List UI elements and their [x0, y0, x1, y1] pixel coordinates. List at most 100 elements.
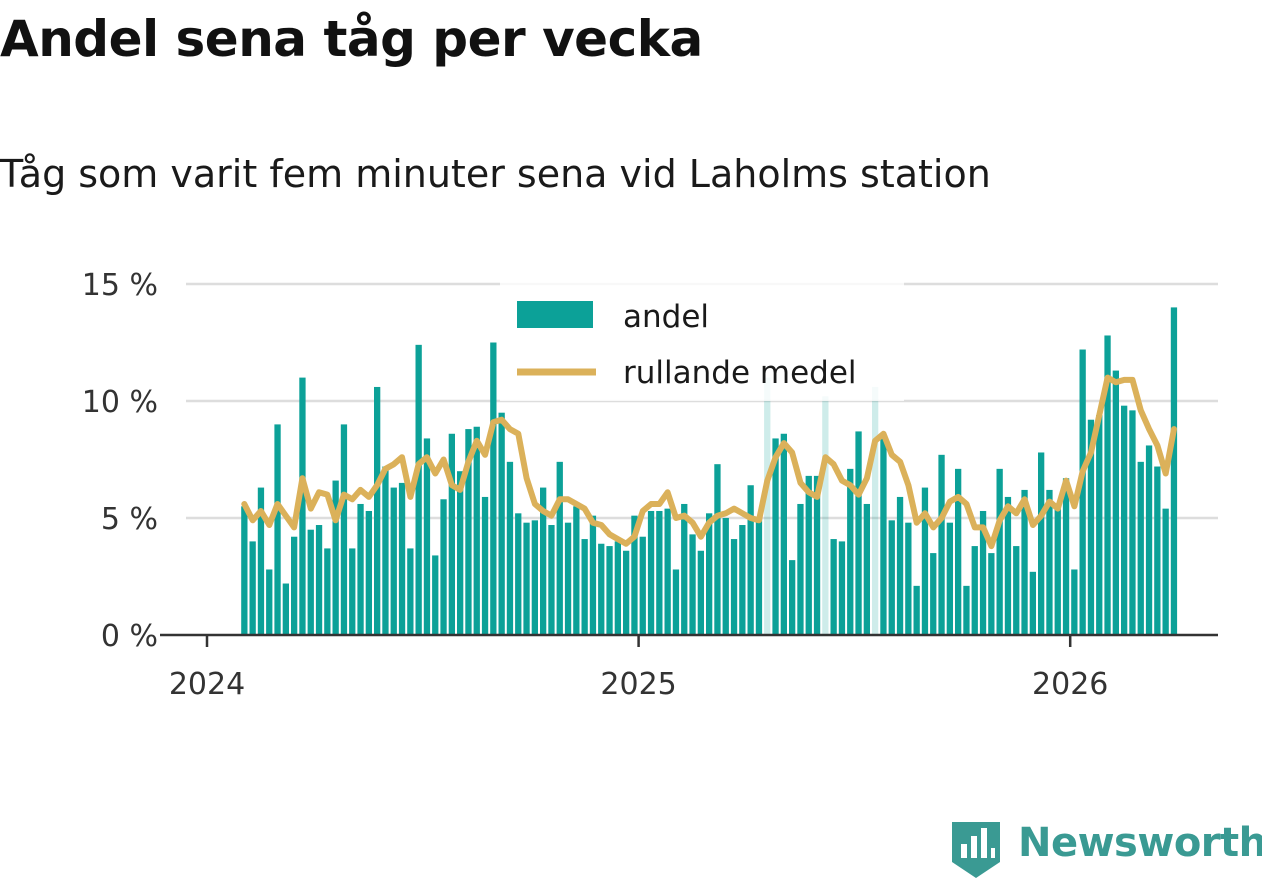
bar — [1046, 489, 1053, 635]
y-tick-label: 5 % — [101, 502, 158, 537]
bar — [789, 560, 796, 635]
bar — [598, 543, 605, 635]
bar — [357, 503, 364, 635]
bar — [606, 546, 613, 635]
bar — [1170, 307, 1178, 635]
bar — [706, 513, 713, 635]
bar — [374, 386, 381, 635]
bar — [805, 475, 812, 635]
bar — [448, 433, 455, 635]
bar — [996, 468, 1003, 635]
bar — [440, 499, 447, 635]
bar — [822, 396, 829, 635]
bar — [1079, 349, 1086, 635]
bar — [938, 454, 945, 635]
bar — [249, 541, 256, 635]
bar — [697, 550, 704, 635]
bar — [880, 436, 887, 635]
bar — [747, 485, 754, 635]
bar — [473, 426, 480, 635]
bar — [423, 438, 431, 635]
bar — [730, 539, 738, 635]
rolling-average-line — [241, 374, 1177, 550]
bar — [523, 522, 530, 635]
bar — [432, 555, 439, 635]
bar — [1096, 415, 1103, 635]
y-tick-label: 15 % — [82, 268, 158, 303]
bar — [888, 520, 895, 635]
bar — [540, 487, 547, 635]
bar — [315, 525, 323, 635]
bar — [481, 496, 489, 635]
bar — [581, 539, 588, 635]
bar — [266, 569, 273, 635]
bar — [631, 515, 638, 635]
bar — [623, 550, 630, 635]
bar — [465, 429, 472, 635]
bar — [830, 539, 837, 635]
bar — [672, 569, 680, 635]
bar — [1029, 571, 1036, 635]
bar — [1137, 461, 1144, 635]
bar — [1129, 410, 1136, 635]
bar — [1104, 335, 1111, 635]
bar — [1162, 508, 1169, 635]
bar — [291, 536, 298, 635]
bar — [639, 536, 646, 635]
bar — [382, 466, 389, 635]
bar — [1087, 419, 1095, 635]
bar — [564, 522, 572, 635]
bar — [457, 471, 464, 635]
bar — [772, 438, 779, 635]
bar — [365, 510, 372, 635]
bar — [681, 503, 688, 635]
bar — [647, 510, 655, 635]
bar — [1145, 445, 1153, 635]
legend-label-rullande-medel: rullande medel — [623, 355, 857, 391]
bar — [764, 377, 771, 635]
legend-label-andel: andel — [623, 299, 709, 335]
y-axis-ticks: 0 % 5 % 10 % 15 % — [82, 268, 158, 654]
bar — [1021, 489, 1028, 635]
bar — [664, 508, 671, 635]
bar — [498, 412, 505, 635]
bar — [855, 431, 862, 635]
bar — [714, 464, 721, 635]
bar-series — [241, 307, 1178, 635]
bar — [1112, 370, 1119, 635]
bar — [930, 553, 937, 635]
bar — [1038, 452, 1045, 635]
bar — [813, 475, 821, 635]
bar — [755, 518, 763, 635]
bar — [531, 520, 538, 635]
bar — [780, 433, 787, 635]
bar — [548, 525, 555, 635]
bar — [398, 482, 406, 635]
bar — [515, 513, 522, 635]
bar — [963, 585, 970, 635]
bar — [955, 468, 962, 635]
bar — [905, 522, 912, 635]
legend-bar-swatch — [517, 301, 593, 328]
bar — [390, 487, 397, 635]
bar — [896, 496, 904, 635]
bar — [979, 510, 987, 635]
bar — [872, 386, 879, 635]
bar — [656, 510, 663, 635]
bar — [241, 506, 248, 635]
bar — [722, 518, 729, 635]
bar — [340, 424, 348, 635]
bar — [971, 546, 978, 635]
bar — [299, 377, 306, 635]
bar — [573, 506, 580, 635]
bar — [274, 424, 281, 635]
bar — [589, 515, 597, 635]
chart-subtitle: Tåg som varit fem minuter sena vid Lahol… — [0, 152, 991, 196]
bar — [349, 548, 356, 635]
bar — [282, 583, 289, 635]
bar — [307, 529, 314, 635]
bar — [1013, 546, 1020, 635]
bar — [257, 487, 265, 635]
newsworthy-logo[interactable]: Newsworthy — [948, 818, 1262, 878]
bar — [1121, 405, 1128, 635]
